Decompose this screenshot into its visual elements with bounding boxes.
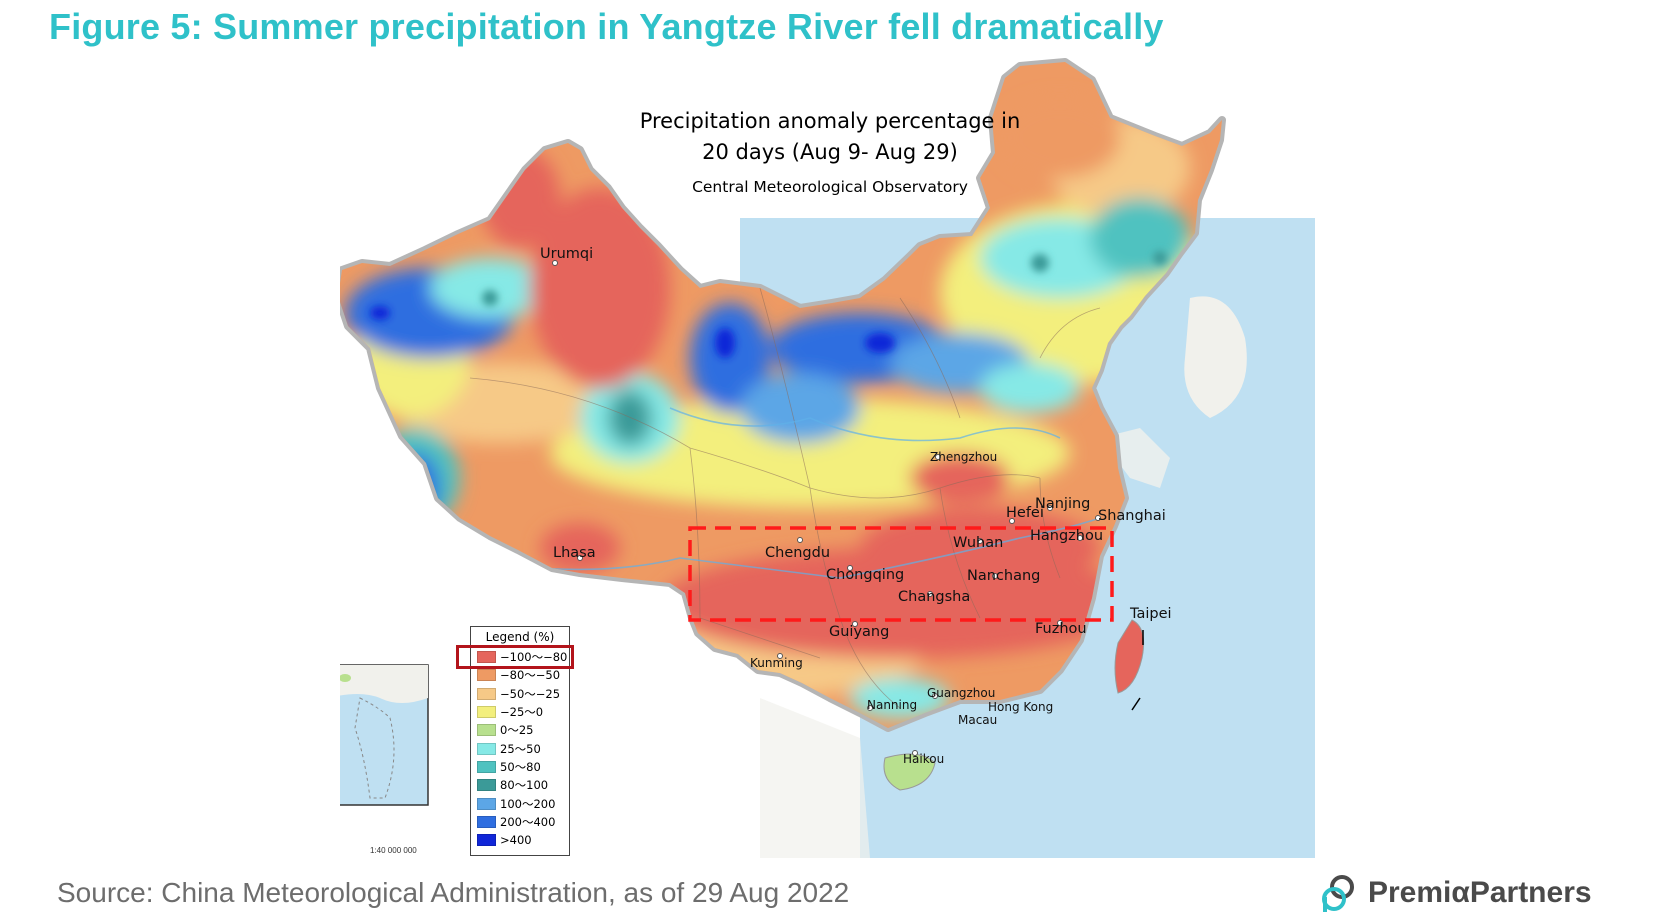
brand-name: PremiαPartners <box>1368 876 1592 909</box>
legend-swatch <box>477 724 496 737</box>
legend-item: −100～−80 <box>471 648 569 666</box>
legend-item: −80～−50 <box>471 666 569 684</box>
map-title: Precipitation anomaly percentage in 20 d… <box>610 106 1050 168</box>
legend-swatch <box>477 760 496 773</box>
map-title-line2: 20 days (Aug 9- Aug 29) <box>702 140 958 164</box>
city-label-lhasa: Lhasa <box>553 545 596 561</box>
legend-swatch <box>477 779 496 792</box>
legend-label: 80～100 <box>500 778 549 793</box>
city-label-fuzhou: Fuzhou <box>1035 621 1087 637</box>
city-label-taipei: Taipei <box>1130 606 1172 622</box>
legend-label: 100～200 <box>500 796 556 811</box>
legend-item: 200～400 <box>471 813 569 831</box>
map-graphic <box>340 58 1315 858</box>
legend-label: >400 <box>500 833 532 848</box>
legend-swatch <box>477 815 496 828</box>
city-label-kunming: Kunming <box>750 656 803 670</box>
figure-title: Figure 5: Summer precipitation in Yangtz… <box>49 6 1164 47</box>
inset-scale: 1:40 000 000 <box>370 846 417 855</box>
legend-swatch <box>477 834 496 847</box>
legend-item: 80～100 <box>471 776 569 794</box>
map-legend: Legend (%) −100～−80 −80～−50 −50～−25 −25～0 0～… <box>470 626 570 856</box>
legend-item: −50～−25 <box>471 685 569 703</box>
city-label-macau: Macau <box>958 713 998 727</box>
legend-rows: −100～−80 −80～−50 −50～−25 −25～0 0～25 25～50 50～8… <box>471 648 569 849</box>
city-label-shanghai: Shanghai <box>1098 508 1166 524</box>
legend-label: 0～25 <box>500 723 534 738</box>
legend-swatch <box>477 687 496 700</box>
city-label-nanjing: Nanjing <box>1035 496 1091 512</box>
brand-logo: PremiαPartners <box>1320 872 1592 914</box>
legend-item: 25～50 <box>471 739 569 757</box>
city-label-chengdu: Chengdu <box>765 545 831 561</box>
legend-item: −25～0 <box>471 703 569 721</box>
city-label-haikou: Haikou <box>903 752 945 766</box>
city-label-wuhan: Wuhan <box>953 535 1004 551</box>
legend-highlight-box <box>456 645 574 669</box>
legend-item: 50～80 <box>471 758 569 776</box>
city-label-changsha: Changsha <box>898 589 971 605</box>
brand-mark-icon <box>1322 875 1354 912</box>
legend-label: 200～400 <box>500 814 556 829</box>
legend-label: −25～0 <box>500 705 544 720</box>
city-label-guiyang: Guiyang <box>829 624 890 640</box>
city-label-hangzhou: Hangzhou <box>1030 528 1104 544</box>
legend-swatch <box>477 706 496 719</box>
legend-label: −80～−50 <box>500 668 561 683</box>
legend-swatch <box>477 669 496 682</box>
legend-label: −100～−80 <box>500 650 568 665</box>
city-label-nanchang: Nanchang <box>967 568 1041 584</box>
city-label-hefei: Hefei <box>1006 505 1044 521</box>
legend-label: 50～80 <box>500 759 541 774</box>
legend-swatch <box>477 797 496 810</box>
city-label-nanning: Nanning <box>867 698 918 712</box>
city-label-hongkong: Hong Kong <box>988 700 1054 714</box>
yangtze-highlight-box <box>688 526 1114 622</box>
city-label-guangzhou: Guangzhou <box>927 686 996 700</box>
south-china-sea-inset <box>340 664 429 806</box>
city-label-zhengzhou: Zhengzhou <box>930 450 998 464</box>
map-title-line1: Precipitation anomaly percentage in <box>639 109 1021 133</box>
legend-item: 100～200 <box>471 794 569 812</box>
precipitation-map: Precipitation anomaly percentage in 20 d… <box>340 58 1315 858</box>
legend-label: −50～−25 <box>500 686 561 701</box>
legend-item: >400 <box>471 831 569 849</box>
legend-swatch <box>477 651 496 664</box>
source-note: Source: China Meteorological Administrat… <box>57 877 850 908</box>
city-label-urumqi: Urumqi <box>540 246 594 262</box>
legend-label: 25～50 <box>500 741 541 756</box>
map-subtitle: Central Meteorological Observatory <box>692 178 968 196</box>
legend-item: 0～25 <box>471 721 569 739</box>
city-label-chongqing: Chongqing <box>826 567 905 583</box>
legend-swatch <box>477 742 496 755</box>
